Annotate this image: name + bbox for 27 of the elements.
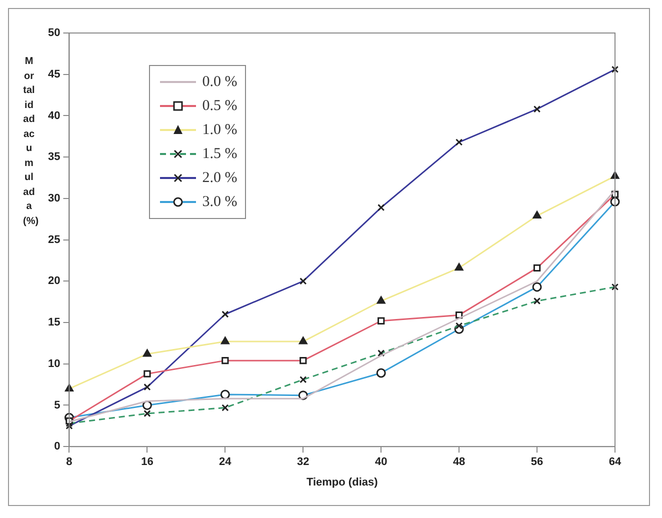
x-axis-title: Tiempo (dias) [306, 476, 378, 488]
legend-label: 0.0 % [202, 74, 238, 90]
y-tick-label: 25 [48, 234, 60, 246]
y-tick-label: 30 [48, 192, 60, 204]
legend-label: 0.5 % [202, 98, 238, 114]
y-tick-label: 35 [48, 151, 60, 164]
x-tick-label: 40 [374, 456, 388, 468]
y-tick-label: 50 [48, 27, 60, 40]
x-tick-label: 32 [297, 456, 310, 468]
y-tick-label: 10 [48, 358, 60, 370]
x-tick-label: 48 [452, 456, 466, 468]
y-tick-label: 5 [54, 399, 60, 412]
y-tick-label: 15 [48, 316, 60, 329]
y-tick-label: 0 [54, 440, 60, 453]
legend-label: 2.0 % [202, 170, 238, 186]
legend-label: 1.5 % [202, 146, 238, 162]
y-tick-label: 20 [48, 275, 60, 288]
y-tick-label: 40 [48, 110, 60, 122]
x-tick-label: 56 [530, 456, 544, 468]
x-tick-label: 16 [141, 456, 154, 468]
x-tick-label: 24 [219, 456, 232, 468]
legend-label: 1.0 % [202, 122, 238, 138]
x-tick-label: 64 [608, 456, 622, 468]
text: Mortalidad acumulada (%) [23, 56, 39, 226]
x-tick-label: 8 [66, 456, 72, 468]
y-tick-label: 45 [48, 68, 60, 80]
legend-label: 3.0 % [202, 194, 238, 210]
